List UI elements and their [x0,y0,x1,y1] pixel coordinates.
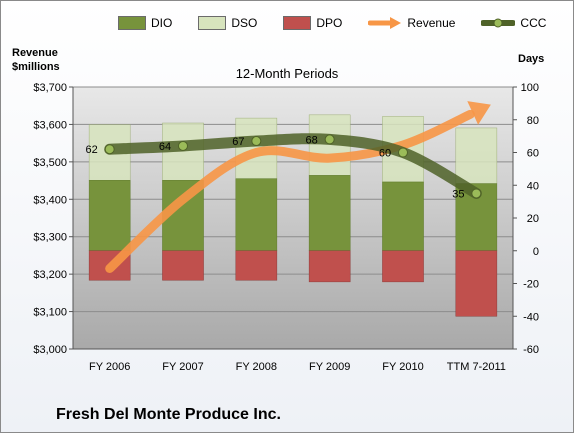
bar-dio [308,175,351,251]
bar-dio [235,178,278,251]
ccc-data-label: 68 [306,134,318,146]
legend-swatch-revenue [368,17,402,29]
left-tick-label: $3,000 [33,344,67,356]
left-tick-label: $3,300 [33,232,67,244]
left-tick-label: $3,700 [33,82,67,94]
right-tick-label: -20 [523,279,539,291]
chart-title: 12-Month Periods [235,66,339,81]
category-label: FY 2006 [89,361,130,373]
legend-swatch-ccc [481,18,516,28]
ccc-point [471,188,482,199]
right-tick-label: 80 [527,115,539,127]
category-label: FY 2009 [309,361,350,373]
right-tick-label: 60 [527,148,539,160]
bar-dso [455,127,498,184]
revenue-line [105,109,475,274]
legend-label-dio: DIO [151,16,173,30]
legend-item-dpo: DPO [283,16,342,30]
ccc-data-label: 67 [232,136,244,148]
legend-label-dpo: DPO [316,16,343,30]
ccc-point [251,136,262,147]
left-tick-label: $3,200 [33,269,67,281]
bar-dpo [162,250,204,281]
legend-swatch-dpo [283,16,312,30]
bar-dio [88,180,131,251]
ccc-point [104,144,115,155]
right-axis-label: Days [518,53,545,65]
bar-dio [382,181,424,252]
right-tick-label: -60 [523,344,539,356]
legend-label-ccc: CCC [520,16,547,30]
category-label: FY 2008 [236,361,277,373]
chart-legend: DIO DSO DPO Revenue CCC [118,14,572,32]
legend-item-dso: DSO [198,16,257,30]
bar-dpo [235,250,278,281]
bar-dpo [455,250,498,317]
right-tick-label: 0 [533,246,539,258]
ccc-data-label: 60 [379,148,391,160]
category-label: FY 2007 [162,361,203,373]
right-tick-label: 100 [521,82,539,94]
ccc-data-label: 35 [452,188,464,200]
legend-item-dio: DIO [118,16,172,30]
ccc-line [104,133,482,199]
left-tick-label: $3,500 [33,157,67,169]
category-label: TTM 7-2011 [447,361,506,373]
legend-swatch-dio [118,16,146,30]
legend-item-ccc: CCC [481,16,546,30]
category-label: FY 2010 [382,361,423,373]
ccc-point [178,140,188,151]
ccc-data-label: 64 [159,141,171,153]
left-axis-label-line1: Revenue [12,47,58,59]
bar-dpo [382,250,424,283]
right-tick-label: -40 [523,311,539,323]
left-axis-label-line2: $millions [12,61,60,73]
right-tick-label: 40 [527,180,539,192]
ccc-point [324,134,335,145]
revenue-arrowhead [467,101,491,125]
legend-label-dso: DSO [231,16,258,30]
bar-dpo [308,250,351,283]
legend-item-revenue: Revenue [368,16,455,30]
ccc-point [398,147,408,158]
legend-swatch-dso [198,16,227,30]
left-tick-label: $3,600 [33,119,67,131]
legend-label-revenue: Revenue [407,16,456,30]
right-tick-label: 20 [527,213,539,225]
left-tick-label: $3,100 [33,307,67,319]
left-tick-label: $3,400 [33,194,67,206]
company-name: Fresh Del Monte Produce Inc. [56,406,281,423]
left-axis-label: Revenue $millions [12,46,60,74]
ccc-data-label: 62 [86,144,98,156]
